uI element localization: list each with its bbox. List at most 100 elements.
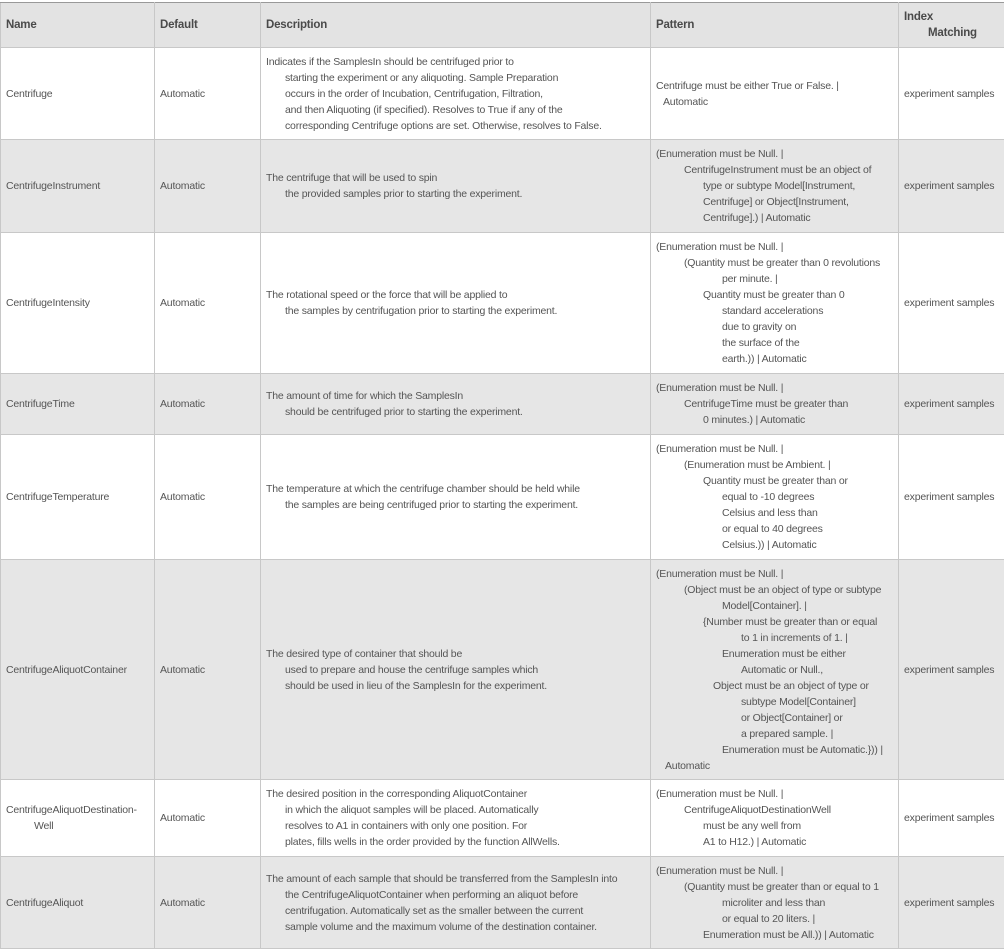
line: Model[Container]. | <box>722 599 807 612</box>
line: a prepared sample. | <box>741 727 834 740</box>
table-row: CentrifugeTemperature Automatic The temper… <box>0 434 1004 560</box>
line: CentrifugeTime must be greater than <box>684 398 849 410</box>
line: The amount of time for which the Samples… <box>266 390 464 402</box>
line: CentrifugeAliquotDestinationWell <box>684 804 831 816</box>
header-default: Default <box>154 2 261 48</box>
option-default: Automatic <box>154 139 261 233</box>
table-row: CentrifugeAliquotDestination- Well Automat… <box>0 779 1004 857</box>
line: due to gravity on <box>722 321 797 333</box>
line: CentrifugeInstrument <box>6 180 101 192</box>
header-pattern: Pattern <box>650 2 899 48</box>
line: and then Aliquoting (if specified). Reso… <box>285 103 563 116</box>
line: The temperature at which the centrifuge … <box>266 483 580 495</box>
line: plates, fills wells in the order provide… <box>285 836 560 848</box>
line: standard accelerations <box>722 305 824 317</box>
option-index-matching: experiment samples <box>898 779 1004 857</box>
line: microliter and less than <box>722 896 826 909</box>
option-index-matching: experiment samples <box>898 139 1004 233</box>
line: or Object[Container] or <box>741 711 843 724</box>
option-description: The amount of time for which the Samples… <box>260 373 651 435</box>
table-row: Centrifuge Automatic Indicates if the Samp… <box>0 47 1004 140</box>
option-name: CentrifugeAliquot <box>0 856 155 949</box>
option-description: The desired type of container that shoul… <box>260 559 651 780</box>
option-index-matching: experiment samples <box>898 856 1004 949</box>
line: (Enumeration must be Null. | <box>656 864 784 877</box>
line: (Quantity must be greater than 0 revolut… <box>684 257 881 269</box>
line: should be centrifuged prior to starting … <box>285 406 523 418</box>
option-default: Automatic <box>154 779 261 857</box>
option-default: Automatic <box>154 856 261 949</box>
line: The desired position in the correspondin… <box>266 788 527 800</box>
line: Enumeration must be either <box>722 647 846 660</box>
line: should be used in lieu of the SamplesIn … <box>285 679 547 692</box>
line: (Enumeration must be Null. | <box>656 148 784 160</box>
line: Automatic <box>663 95 708 108</box>
option-pattern: (Enumeration must be Null. | (Object must… <box>650 559 899 780</box>
line: Quantity must be greater than 0 <box>703 289 845 301</box>
option-name: Centrifuge <box>0 47 155 140</box>
option-description: The centrifuge that will be used to spin… <box>260 139 651 233</box>
line: (Enumeration must be Ambient. | <box>684 459 831 471</box>
line: (Enumeration must be Null. | <box>656 241 784 253</box>
option-name: CentrifugeIntensity <box>0 232 155 374</box>
line: corresponding Centrifuge options are set… <box>285 119 602 132</box>
line: the CentrifugeAliquotContainer when perf… <box>285 888 579 901</box>
line: CentrifugeAliquotContainer <box>6 663 127 676</box>
line: Object must be an object of type or <box>713 679 869 692</box>
option-pattern: (Enumeration must be Null. | (Quantity mu… <box>650 856 899 949</box>
line: starting the experiment or any aliquotin… <box>285 71 559 84</box>
option-pattern: (Enumeration must be Null. | (Enumeration… <box>650 434 899 560</box>
line: resolves to A1 in containers with only o… <box>285 820 528 832</box>
line: The desired type of container that shoul… <box>266 647 463 660</box>
option-pattern: (Enumeration must be Null. | CentrifugeAl… <box>650 779 899 857</box>
line: A1 to H12.) | Automatic <box>703 836 807 848</box>
header-name: Name <box>0 2 155 48</box>
table-row: CentrifugeTime Automatic The amount of tim… <box>0 373 1004 435</box>
line: or equal to 40 degrees <box>722 523 823 535</box>
line: subtype Model[Container] <box>741 695 856 708</box>
line: occurs in the order of Incubation, Centr… <box>285 87 543 100</box>
line: Celsius and less than <box>722 507 818 519</box>
table-row: CentrifugeInstrument Automatic The centrif… <box>0 139 1004 233</box>
line: centrifugation. Automatically set as the… <box>285 904 584 917</box>
option-name: CentrifugeTime <box>0 373 155 435</box>
line: Automatic or Null., <box>741 663 823 676</box>
line: to 1 in increments of 1. | <box>741 631 848 644</box>
line: type or subtype Model[Instrument, <box>703 180 856 192</box>
header-row: Name Default Description Pattern Index Ma… <box>0 2 1004 48</box>
line: {Number must be greater than or equal <box>703 615 878 628</box>
line: CentrifugeTemperature <box>6 491 110 503</box>
line: the provided samples prior to starting t… <box>285 188 523 200</box>
line: per minute. | <box>722 273 778 285</box>
line: The amount of each sample that should be… <box>266 872 618 885</box>
line: Centrifuge].) | Automatic <box>703 212 811 224</box>
line: Enumeration must be All.)) | Automatic <box>703 928 874 941</box>
option-default: Automatic <box>154 373 261 435</box>
option-default: Automatic <box>154 232 261 374</box>
table-row: CentrifugeAliquot Automatic The amount of … <box>0 856 1004 949</box>
line: Celsius.)) | Automatic <box>722 539 817 551</box>
line: Enumeration must be Automatic.})) | <box>722 743 883 756</box>
option-index-matching: experiment samples <box>898 559 1004 780</box>
option-default: Automatic <box>154 559 261 780</box>
line: Centrifuge <box>6 87 53 100</box>
line: the samples are being centrifuged prior … <box>285 499 579 511</box>
option-index-matching: experiment samples <box>898 373 1004 435</box>
option-pattern: (Enumeration must be Null. | CentrifugeIn… <box>650 139 899 233</box>
line: (Object must be an object of type or sub… <box>684 583 882 596</box>
header-description: Description <box>260 2 651 48</box>
line: sample volume and the maximum volume of … <box>285 920 597 933</box>
line: CentrifugeAliquot <box>6 896 84 909</box>
option-index-matching: experiment samples <box>898 232 1004 374</box>
option-description: Indicates if the SamplesIn should be cen… <box>260 47 651 140</box>
line: must be any well from <box>703 820 801 832</box>
line: (Enumeration must be Null. | <box>656 788 784 800</box>
option-description: The temperature at which the centrifuge … <box>260 434 651 560</box>
option-default: Automatic <box>154 47 261 140</box>
option-default: Automatic <box>154 434 261 560</box>
option-name: CentrifugeInstrument <box>0 139 155 233</box>
option-description: The desired position in the correspondin… <box>260 779 651 857</box>
line: (Enumeration must be Null. | <box>656 567 784 580</box>
line: (Enumeration must be Null. | <box>656 382 784 394</box>
